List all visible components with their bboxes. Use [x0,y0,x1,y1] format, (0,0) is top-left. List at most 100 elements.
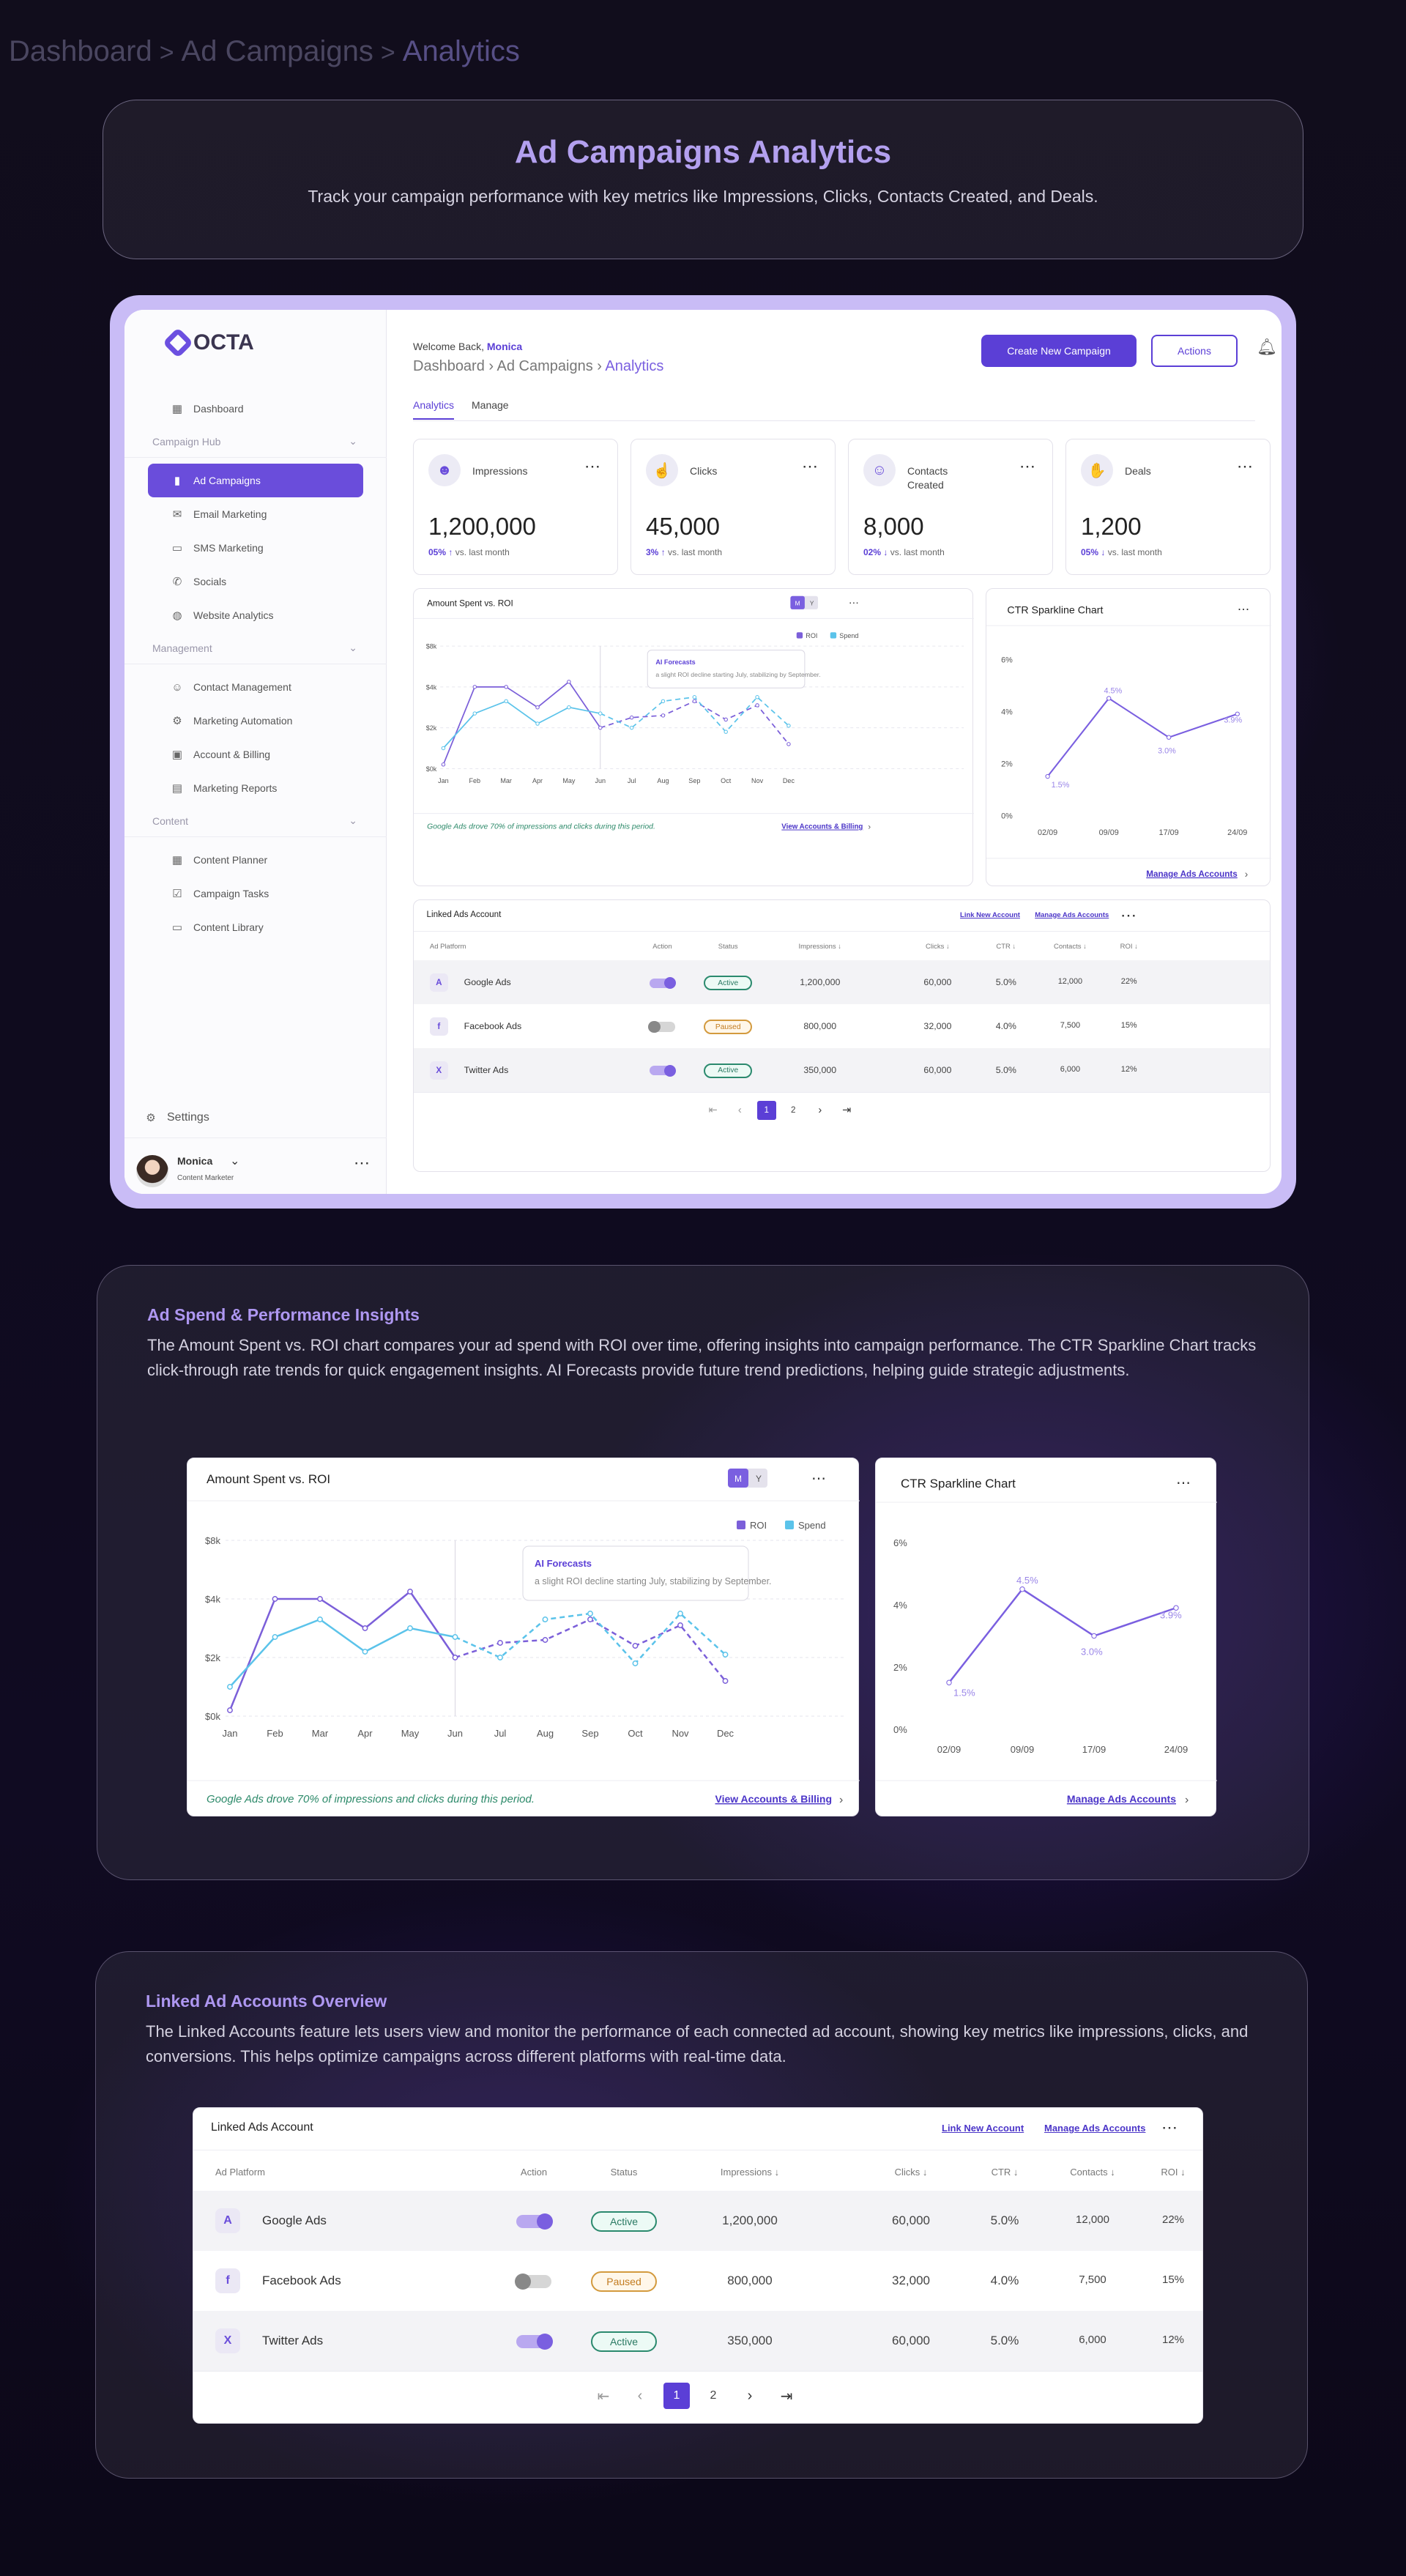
more-icon[interactable]: ⋯ [584,457,601,475]
link-new-account[interactable]: Link New Account [942,2123,1024,2134]
action-toggle[interactable] [515,2274,551,2290]
user-profile[interactable]: Monica ⌄ Content Marketer ⋯ [136,1152,371,1190]
gear-icon: ⚙ [146,1112,156,1124]
breadcrumb: Dashboard › Ad Campaigns › Analytics [413,358,663,375]
table-row[interactable]: X Twitter Ads Active 350,000 60,000 5.0% 6,000… [414,1048,1270,1093]
last-page-icon[interactable]: ⇥ [780,2388,793,2405]
action-toggle[interactable] [649,1064,677,1077]
x-tick-label: Jul [494,1728,507,1739]
sidebar-item-automation[interactable]: ⚙ Marketing Automation [124,704,387,738]
chevron-down-icon[interactable]: ⌄ [230,1155,240,1168]
table-row[interactable]: f Facebook Ads Paused 800,000 32,000 4.0% 7,50… [414,1004,1270,1049]
table-row[interactable]: A Google Ads Active 1,200,000 60,000 5.0% 12,0… [193,2191,1202,2251]
crumb-dashboard[interactable]: Dashboard [9,35,152,67]
column-header[interactable]: ROI ↓ [1120,943,1138,951]
sidebar-item-reports[interactable]: ▤ Marketing Reports [124,771,387,805]
sidebar-item-dashboard[interactable]: ▦ Dashboard [124,392,387,426]
page-1-button[interactable]: 1 [756,1100,776,1121]
column-header[interactable]: Contacts ↓ [1054,943,1087,951]
column-header[interactable]: Impressions ↓ [798,943,842,951]
sidebar-item-tasks[interactable]: ☑ Campaign Tasks [124,877,387,910]
tab-analytics[interactable]: Analytics [413,399,455,420]
status-badge: Paused [591,2271,657,2292]
manage-ads-accounts-link[interactable]: Manage Ads Accounts [1035,910,1109,919]
next-page-icon[interactable]: › [747,2387,753,2404]
sidebar-item-label: SMS Marketing [193,542,264,554]
sidebar-item-settings[interactable]: ⚙ Settings [124,1101,209,1135]
manage-ads-link[interactable]: Manage Ads Accounts [1146,869,1238,879]
table-row[interactable]: X Twitter Ads Active 350,000 60,000 5.0% 6,000… [193,2311,1202,2371]
chevron-right-icon: › [839,1794,843,1806]
ctr-line [1046,697,1238,777]
linked-ads-table-card: Linked Ads Account Link New Account Manage… [413,899,1271,1172]
more-icon[interactable]: ⋯ [1120,906,1138,925]
sidebar-item-billing[interactable]: ▣ Account & Billing [124,738,387,771]
sidebar-item-planner[interactable]: ▦ Content Planner [124,843,387,877]
column-header[interactable]: Impressions ↓ [720,2167,780,2178]
sidebar-item-socials[interactable]: ✆ Socials [124,565,387,598]
tab-manage[interactable]: Manage [472,399,509,411]
bell-icon[interactable]: 🔔︎ [1257,338,1277,356]
view-accounts-link[interactable]: View Accounts & Billing [715,1793,832,1805]
data-point [629,715,634,720]
action-toggle[interactable] [516,2213,553,2230]
action-toggle[interactable] [516,2334,553,2350]
prev-page-icon[interactable]: ‹ [637,2387,643,2404]
sidebar-item-website[interactable]: ◍ Website Analytics [124,598,387,632]
page-1-button[interactable]: 1 [663,2383,690,2409]
more-icon[interactable]: ⋯ [802,457,819,475]
page-2-button[interactable]: 2 [791,1105,796,1116]
column-header[interactable]: CTR ↓ [991,2167,1019,2178]
more-icon[interactable]: ⋯ [1237,457,1254,475]
logo[interactable]: OCTA [162,327,254,359]
cell-contacts: 6,000 [1060,1064,1081,1074]
sidebar-item-ad-campaigns[interactable]: ▮ Ad Campaigns [148,464,363,497]
section-content[interactable]: Content ⌄ [124,805,387,837]
crumb-ad-campaigns[interactable]: Ad Campaigns [181,35,373,67]
toggle-knob [664,1064,677,1077]
action-toggle[interactable] [648,1020,675,1033]
actions-button[interactable]: Actions [1151,335,1238,367]
column-header[interactable]: Contacts ↓ [1070,2167,1115,2178]
link-new-account[interactable]: Link New Account [960,910,1020,919]
manage-ads-link[interactable]: Manage Ads Accounts [1067,1793,1176,1805]
column-header[interactable]: Clicks ↓ [926,943,950,951]
footer-note: Google Ads drove 70% of impressions and … [427,823,655,831]
crumb-dashboard[interactable]: Dashboard [413,358,485,374]
data-point [946,1679,952,1685]
legend-swatch-spend [830,632,837,639]
last-page-icon[interactable]: ⇥ [842,1105,852,1117]
page-2-button[interactable]: 2 [710,2389,717,2402]
view-accounts-link[interactable]: View Accounts & Billing [781,823,863,831]
table-row[interactable]: A Google Ads Active 1,200,000 60,000 5.0% 12,0… [414,960,1270,1005]
sidebar-item-library[interactable]: ▭ Content Library [124,910,387,944]
table-row[interactable]: f Facebook Ads Paused 800,000 32,000 4.0% 7,50… [193,2251,1202,2311]
more-icon[interactable]: ⋯ [1161,2118,1178,2137]
section-campaign-hub[interactable]: Campaign Hub ⌄ [124,426,387,458]
sidebar-item-contacts[interactable]: ☺ Contact Management [124,670,387,704]
more-icon[interactable]: ⋯ [354,1154,371,1172]
column-header[interactable]: ROI ↓ [1161,2167,1186,2178]
crumb-ad-campaigns[interactable]: Ad Campaigns [496,358,593,374]
section-management[interactable]: Management ⌄ [124,632,387,664]
column-header[interactable]: CTR ↓ [996,943,1016,951]
sidebar-item-sms[interactable]: ▭ SMS Marketing [124,531,387,565]
first-page-icon[interactable]: ⇤ [597,2388,610,2405]
sidebar-item-email[interactable]: ✉ Email Marketing [124,497,387,531]
cell-clicks: 32,000 [892,2274,930,2287]
prev-page-icon[interactable]: ‹ [737,1104,742,1116]
action-toggle[interactable] [649,977,677,990]
column-header[interactable]: Clicks ↓ [894,2167,928,2178]
manage-ads-accounts-link[interactable]: Manage Ads Accounts [1044,2123,1146,2134]
section-title: Ad Spend & Performance Insights [147,1305,420,1324]
column-header: Ad Platform [215,2167,265,2178]
first-page-icon[interactable]: ⇤ [708,1105,718,1117]
data-point [407,1589,413,1595]
cell-contacts: 7,500 [1079,2274,1106,2286]
more-icon[interactable]: ⋯ [1019,457,1036,475]
next-page-icon[interactable]: › [818,1104,822,1116]
mail-icon: ✉ [172,508,182,521]
legend-swatch-spend [785,1521,794,1529]
create-campaign-button[interactable]: Create New Campaign [981,335,1137,367]
data-point [724,717,728,722]
